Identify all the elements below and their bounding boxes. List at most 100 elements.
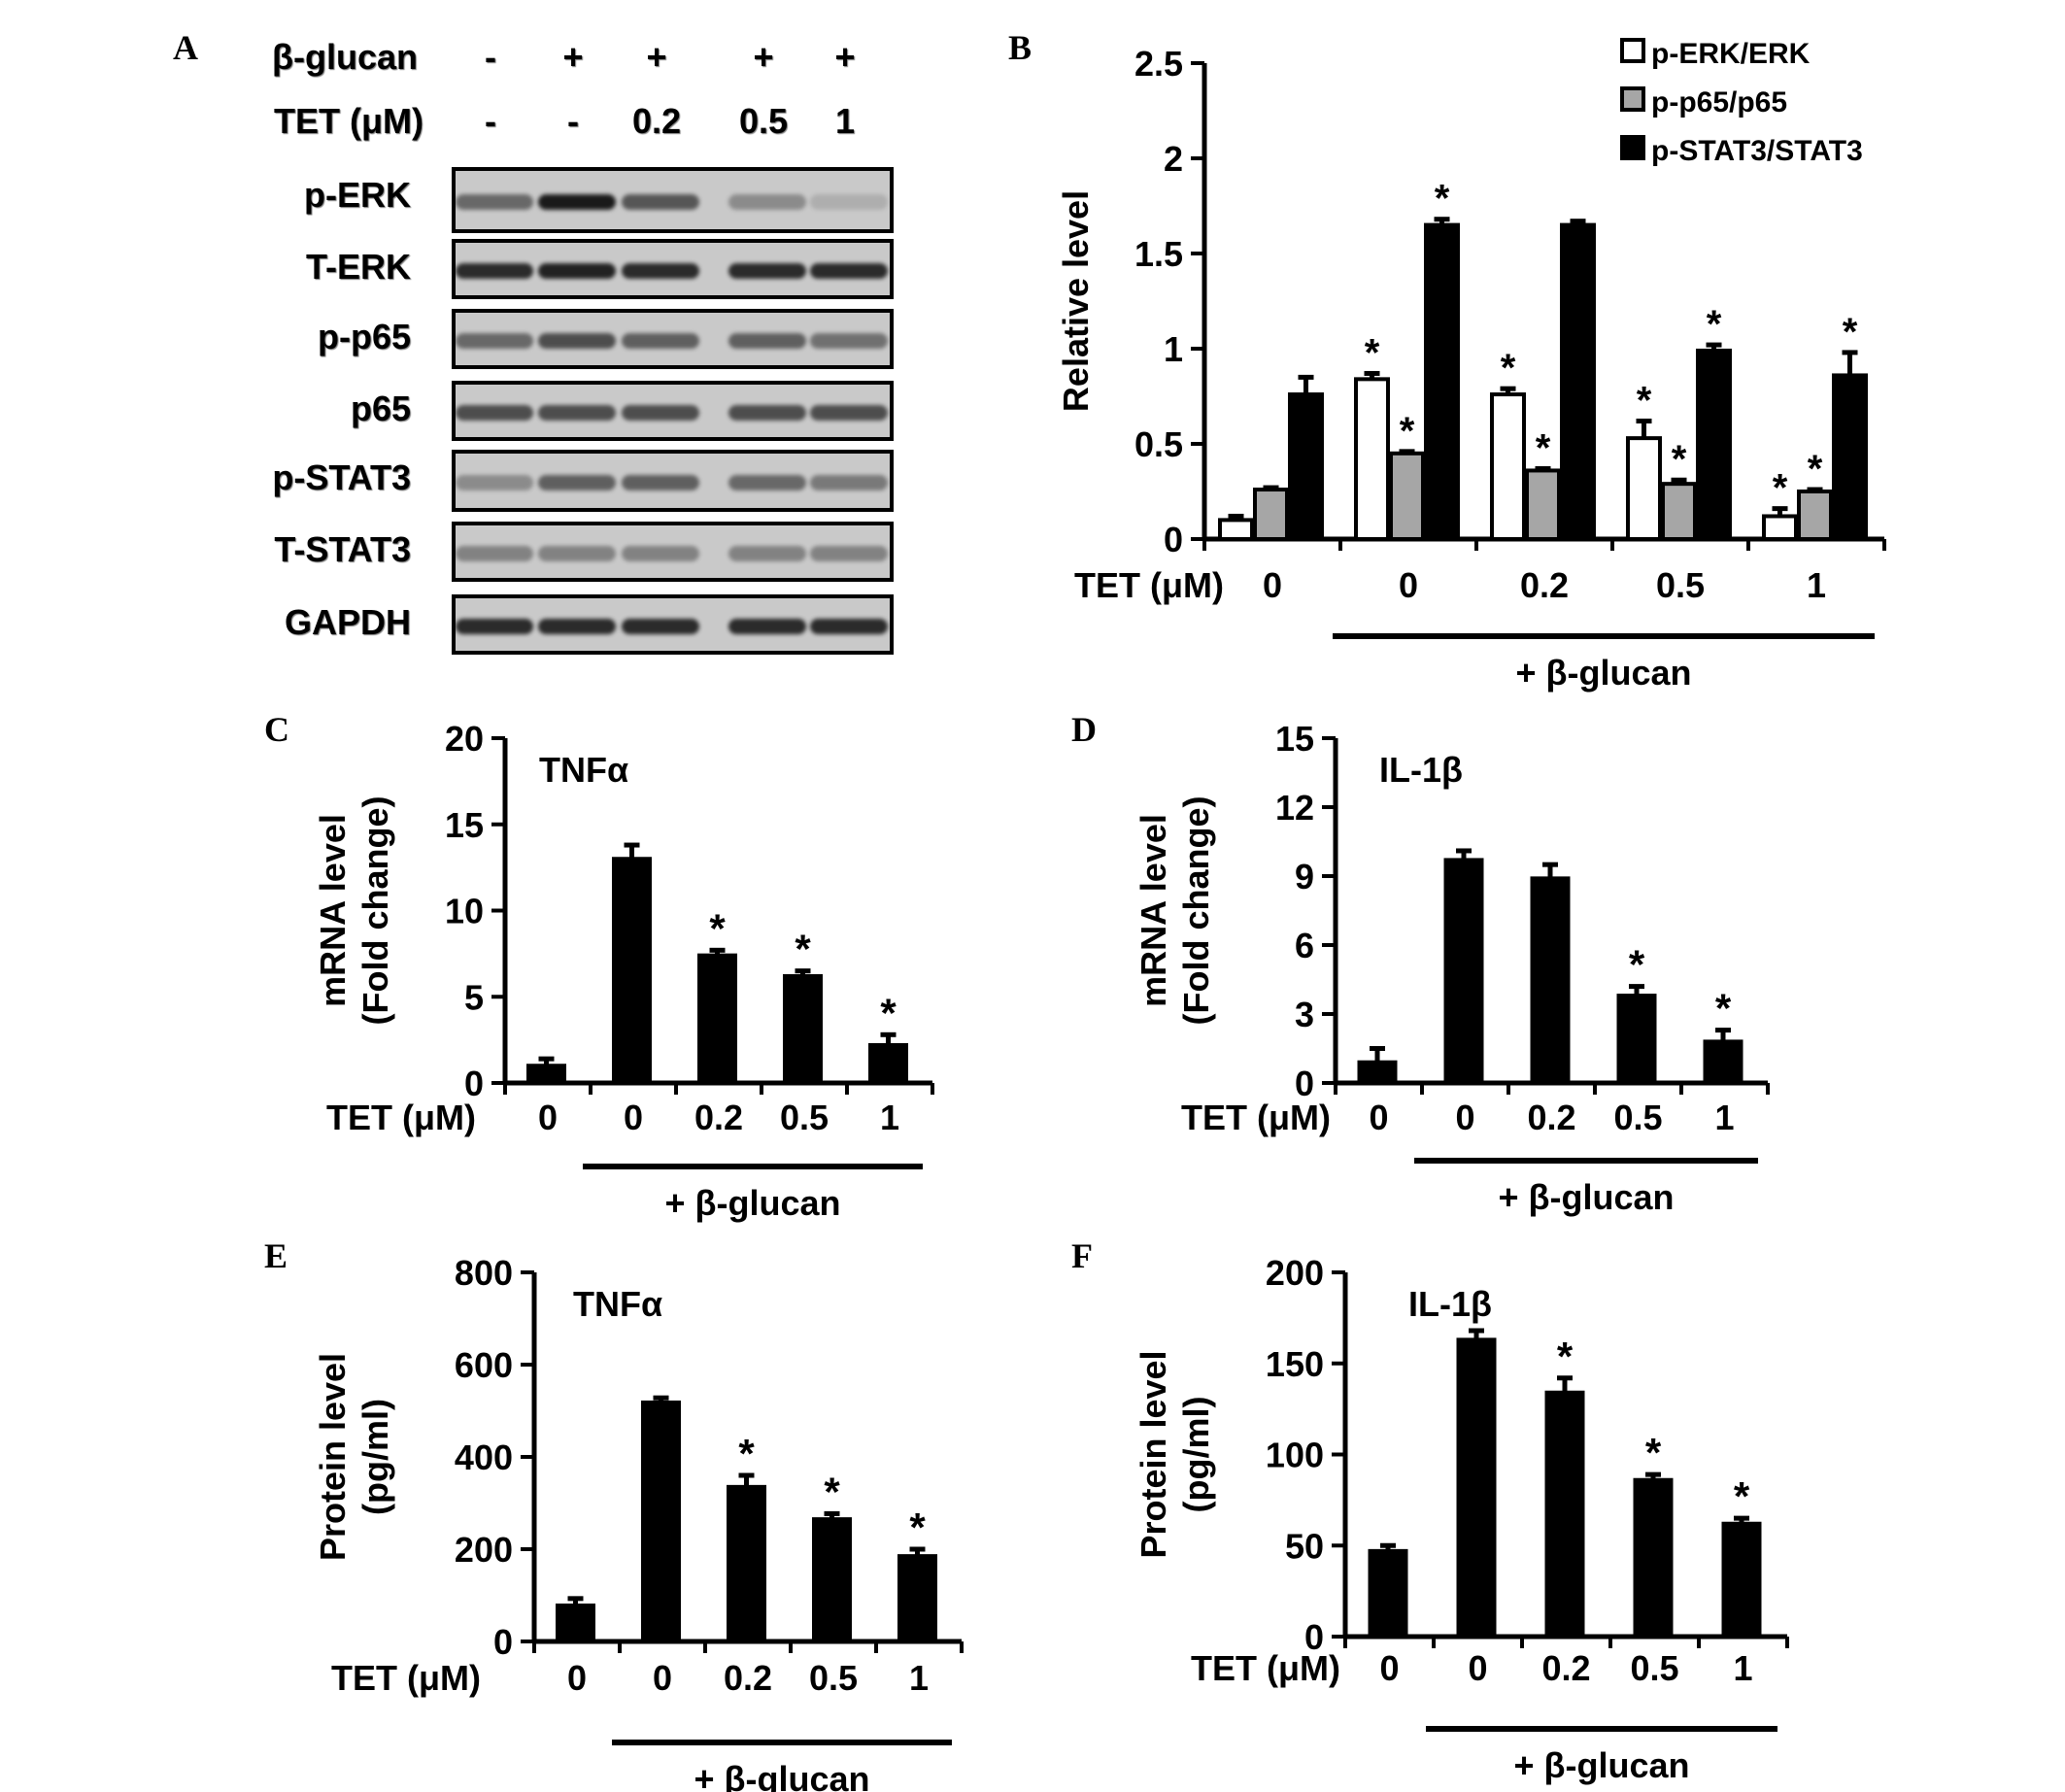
y-tick-label: 9 [1295, 857, 1314, 896]
y-tick-label: 200 [455, 1530, 513, 1570]
chart-title: TNFα [573, 1284, 662, 1324]
y-tick-label: 15 [445, 805, 484, 845]
x-tick-label: 0.2 [1520, 565, 1569, 605]
y-axis-label: (Fold change) [1176, 796, 1216, 1026]
x-tick-label: 0.5 [809, 1658, 858, 1698]
x-tick-label: 1 [880, 1098, 899, 1137]
blot-row-label: p65 [350, 389, 411, 428]
bar [897, 1554, 937, 1643]
bar [612, 857, 652, 1085]
chart-tnfa-protein: 0 200 400 600 800 Protein level (pg/ml) TNFα 0 0 *… [313, 1253, 964, 1792]
significance-star: * [909, 1505, 926, 1550]
bar [1797, 490, 1833, 541]
blot-band [456, 619, 533, 634]
significance-star: * [1672, 438, 1687, 481]
significance-star: * [709, 905, 726, 951]
blot-header-value: 0.2 [631, 101, 682, 141]
y-tick-label: 10 [445, 892, 484, 931]
x-axis-label: TET (μM) [1074, 565, 1224, 605]
significance-star: * [1715, 986, 1732, 1031]
legend-swatch [1620, 86, 1645, 112]
x-axis-label: TET (μM) [1181, 1098, 1331, 1137]
y-tick-label: 15 [1275, 719, 1314, 759]
bar [1721, 1521, 1762, 1639]
treatment-label: + β-glucan [694, 1759, 869, 1792]
bar [1762, 514, 1798, 542]
y-axis-label: mRNA level [313, 814, 353, 1007]
bar [1368, 1548, 1408, 1639]
y-tick-label: 0 [1295, 1064, 1314, 1103]
bar [1530, 876, 1571, 1085]
bar [526, 1064, 566, 1085]
bar [1696, 348, 1732, 541]
x-tick-label: 0 [624, 1098, 643, 1137]
x-tick-label: 1 [1807, 565, 1826, 605]
blot-strip [452, 309, 894, 369]
x-tick-label: 1 [909, 1658, 929, 1698]
panel-letter-c: C [264, 710, 289, 749]
bar [1443, 858, 1484, 1085]
treatment-label: + β-glucan [1515, 653, 1691, 693]
chart-title: TNFα [539, 750, 628, 790]
blot-band [622, 546, 699, 561]
blot-header-value: - [485, 37, 496, 77]
blot-header-label: β-glucan [272, 37, 418, 77]
significance-star: * [1629, 942, 1645, 988]
x-axis-label: TET (μM) [326, 1098, 476, 1137]
y-tick-label: 6 [1295, 926, 1314, 965]
legend-label: p-STAT3/STAT3 [1651, 135, 1863, 167]
x-tick-label: 0.2 [1527, 1098, 1575, 1137]
blot-strip [452, 167, 894, 233]
blot-band [728, 546, 806, 561]
chart-relative-level: 0 0.5 1 1.5 2 2.5 Relative level 0 * * * 0 * * 0.2 * * * 0… [1056, 38, 1886, 693]
blot-band [622, 194, 699, 210]
treatment-label: + β-glucan [1498, 1177, 1674, 1217]
y-tick-label: 50 [1285, 1526, 1324, 1566]
bar [812, 1517, 852, 1643]
blot-row-label: T-STAT3 [274, 529, 411, 569]
y-tick-label: 200 [1266, 1253, 1324, 1293]
significance-star: * [1843, 311, 1858, 354]
y-tick-label: 1.5 [1134, 234, 1183, 274]
x-tick-label: 0 [1455, 1098, 1474, 1137]
panel-letter-b: B [1008, 28, 1032, 67]
legend-label: p-p65/p65 [1651, 86, 1787, 118]
blot-header-value: 1 [834, 101, 856, 141]
panel-letter-e: E [264, 1236, 288, 1275]
x-tick-label: 0.5 [780, 1098, 829, 1137]
blot-band [622, 263, 699, 279]
significance-star: * [738, 1431, 755, 1476]
bar [1389, 451, 1425, 541]
blot-band [810, 263, 888, 279]
significance-star: * [795, 927, 811, 972]
y-tick-label: 150 [1266, 1344, 1324, 1384]
x-tick-label: 0 [1399, 565, 1418, 605]
x-tick-label: 0.5 [1613, 1098, 1662, 1137]
x-tick-label: 0 [1379, 1648, 1399, 1688]
blot-band [810, 405, 888, 421]
bar [1525, 468, 1561, 541]
chart-title: IL-1β [1408, 1284, 1492, 1324]
significance-star: * [1435, 178, 1450, 220]
bar [641, 1400, 681, 1643]
x-tick-label: 0 [1369, 1098, 1388, 1137]
chart-tnfa-mrna: 0 5 10 15 20 mRNA level (Fold change) TNFα 0 0 * 0.… [313, 719, 934, 1223]
significance-star: * [1773, 467, 1788, 510]
blot-strip [452, 239, 894, 299]
blot-band [622, 333, 699, 349]
y-tick-label: 400 [455, 1437, 513, 1477]
chart-il1b-protein: 0 50 100 150 200 Protein level (pg/ml) IL-1β 0 0 *… [1134, 1253, 1789, 1785]
y-tick-label: 0 [1164, 520, 1183, 559]
y-tick-label: 12 [1275, 788, 1314, 828]
panel-letter-a: A [173, 28, 198, 67]
y-tick-label: 0.5 [1134, 424, 1183, 464]
bar [697, 953, 737, 1085]
x-axis-label: TET (μM) [331, 1658, 481, 1698]
bar [1832, 373, 1868, 541]
treatment-label: + β-glucan [1513, 1745, 1689, 1785]
x-tick-label: 0 [1468, 1648, 1487, 1688]
y-tick-label: 5 [464, 977, 484, 1017]
y-tick-label: 20 [445, 719, 484, 759]
blot-header-value: + [562, 37, 584, 77]
y-tick-label: 0 [464, 1064, 484, 1103]
